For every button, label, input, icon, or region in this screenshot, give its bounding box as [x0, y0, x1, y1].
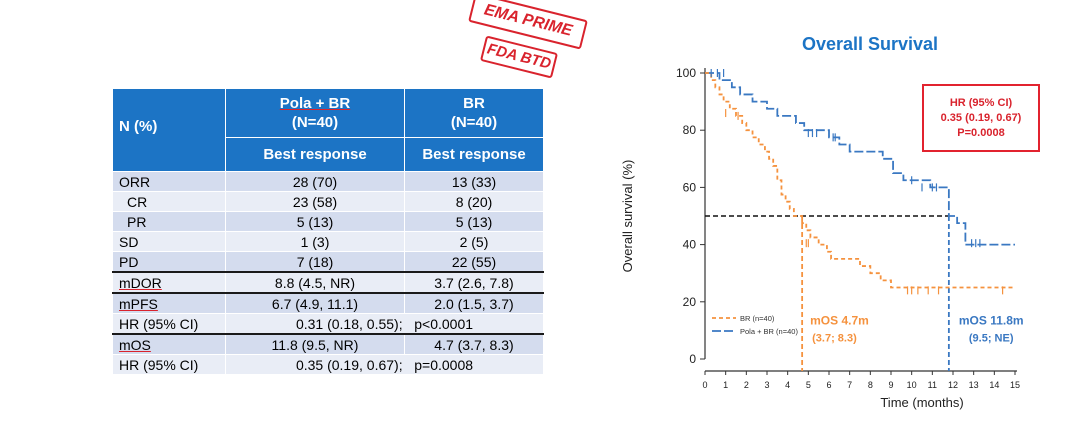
row-hr-pfs: HR (95% CI) 0.31 (0.18, 0.55); p<0.0001: [112, 313, 544, 335]
legend: BR (n=40) Pola + BR (n=40): [712, 314, 798, 336]
results-table: N (%) Pola + BR (N=40) BR (N=40) Best re…: [112, 88, 544, 375]
median-labels: mOS 4.7m (3.7; 8.3) mOS 11.8m (9.5; NE): [810, 314, 1023, 345]
row-label: mDOR: [112, 271, 226, 294]
row-sd: SD 1 (3) 2 (5): [112, 231, 544, 252]
x-tick-label: 1: [723, 380, 728, 390]
hr-annotation-box: HR (95% CI) 0.35 (0.19, 0.67) P=0.0008: [922, 84, 1040, 152]
row-cr: CR 23 (58) 8 (20): [112, 191, 544, 212]
cell-br: 8 (20): [404, 191, 544, 212]
curves: [705, 72, 1015, 289]
x-tick-label: 10: [907, 380, 917, 390]
cell-hr-span: 0.35 (0.19, 0.67); p=0.0008: [225, 354, 544, 375]
x-tick-label: 11: [928, 380, 937, 390]
cell-pola: 1 (3): [225, 231, 405, 252]
y-tick-label: 20: [683, 295, 697, 309]
row-mdor: mDOR 8.8 (4.5, NR) 3.7 (2.6, 7.8): [112, 271, 544, 294]
cell-br: 5 (13): [404, 211, 544, 232]
row-orr: ORR 28 (70) 13 (33): [112, 171, 544, 192]
y-tick-label: 100: [676, 66, 696, 80]
cell-br: 2 (5): [404, 231, 544, 252]
header-corner: N (%): [112, 88, 226, 172]
hr-annotation-line: P=0.0008: [957, 126, 1005, 139]
row-mos: mOS 11.8 (9.5, NR) 4.7 (3.7, 8.3): [112, 333, 544, 355]
cell-pola: 8.8 (4.5, NR): [225, 271, 405, 294]
y-axis-label: Overall survival (%): [620, 160, 635, 273]
chart-title: Overall Survival: [802, 34, 938, 54]
x-tick-label: 15: [1010, 380, 1020, 390]
overall-survival-chart: Overall Survival Overall survival (%) Ti…: [620, 34, 1024, 410]
x-tick-label: 9: [888, 380, 893, 390]
cell-pola: 23 (58): [225, 191, 405, 212]
pola-br-curve: [705, 72, 1015, 246]
cell-br: 3.7 (2.6, 7.8): [404, 271, 544, 294]
header-br: BR (N=40): [404, 88, 544, 138]
cell-br: 13 (33): [404, 171, 544, 192]
censor-marks: [710, 69, 1004, 295]
x-tick-label: 12: [948, 380, 958, 390]
x-tick-label: 2: [744, 380, 749, 390]
median-ci-pola: (9.5; NE): [969, 333, 1014, 345]
row-label: SD: [112, 231, 226, 252]
y-tick-label: 0: [689, 352, 696, 366]
legend-label: Pola + BR (n=40): [740, 327, 798, 336]
row-mpfs: mPFS 6.7 (4.9, 11.1) 2.0 (1.5, 3.7): [112, 292, 544, 314]
row-label: PD: [112, 251, 226, 273]
median-label-br: mOS 4.7m: [810, 314, 869, 328]
reference-line-group: [705, 215, 950, 371]
median-label-pola: mOS 11.8m: [959, 314, 1024, 328]
header-pola-br: Pola + BR (N=40): [225, 88, 405, 138]
row-label: HR (95% CI): [112, 313, 226, 335]
cell-pola: 5 (13): [225, 211, 405, 232]
cell-br: 4.7 (3.7, 8.3): [404, 333, 544, 355]
x-tick-label: 4: [785, 380, 790, 390]
row-label: mPFS: [112, 292, 226, 314]
y-tick-label: 40: [683, 238, 697, 252]
subheader-br: Best response: [404, 137, 544, 172]
y-tick-label: 80: [683, 123, 697, 137]
cell-pola: 11.8 (9.5, NR): [225, 333, 405, 355]
row-label: mOS: [112, 333, 226, 355]
x-tick-label: 6: [826, 380, 831, 390]
subheader-pola-br: Best response: [225, 137, 405, 172]
cell-br: 2.0 (1.5, 3.7): [404, 292, 544, 314]
hr-annotation-line: 0.35 (0.19, 0.67): [940, 111, 1022, 124]
x-tick-label: 13: [969, 380, 979, 390]
cell-pola: 28 (70): [225, 171, 405, 192]
cell-br: 22 (55): [404, 251, 544, 273]
hr-annotation-line: HR (95% CI): [949, 96, 1013, 109]
row-label: CR: [112, 191, 226, 212]
cell-pola: 7 (18): [225, 251, 405, 273]
row-pd: PD 7 (18) 22 (55): [112, 251, 544, 273]
legend-label: BR (n=40): [740, 314, 775, 323]
x-tick-label: 3: [764, 380, 769, 390]
br-curve: [705, 72, 1015, 289]
x-tick-label: 8: [868, 380, 873, 390]
x-tick-label: 7: [847, 380, 852, 390]
row-pr: PR 5 (13) 5 (13): [112, 211, 544, 232]
x-tick-label: 14: [989, 380, 999, 390]
x-tick-label: 0: [702, 380, 707, 390]
row-hr-os: HR (95% CI) 0.35 (0.19, 0.67); p=0.0008: [112, 354, 544, 375]
median-ci-br: (3.7; 8.3): [812, 333, 857, 345]
x-tick-label: 5: [806, 380, 811, 390]
fda-btd-stamp: FDA BTD: [479, 35, 559, 79]
y-tick-label: 60: [683, 180, 697, 194]
row-label: ORR: [112, 171, 226, 192]
row-label: PR: [112, 211, 226, 232]
row-label: HR (95% CI): [112, 354, 226, 375]
cell-pola: 6.7 (4.9, 11.1): [225, 292, 405, 314]
x-axis-label: Time (months): [880, 395, 963, 410]
cell-hr-span: 0.31 (0.18, 0.55); p<0.0001: [225, 313, 544, 335]
